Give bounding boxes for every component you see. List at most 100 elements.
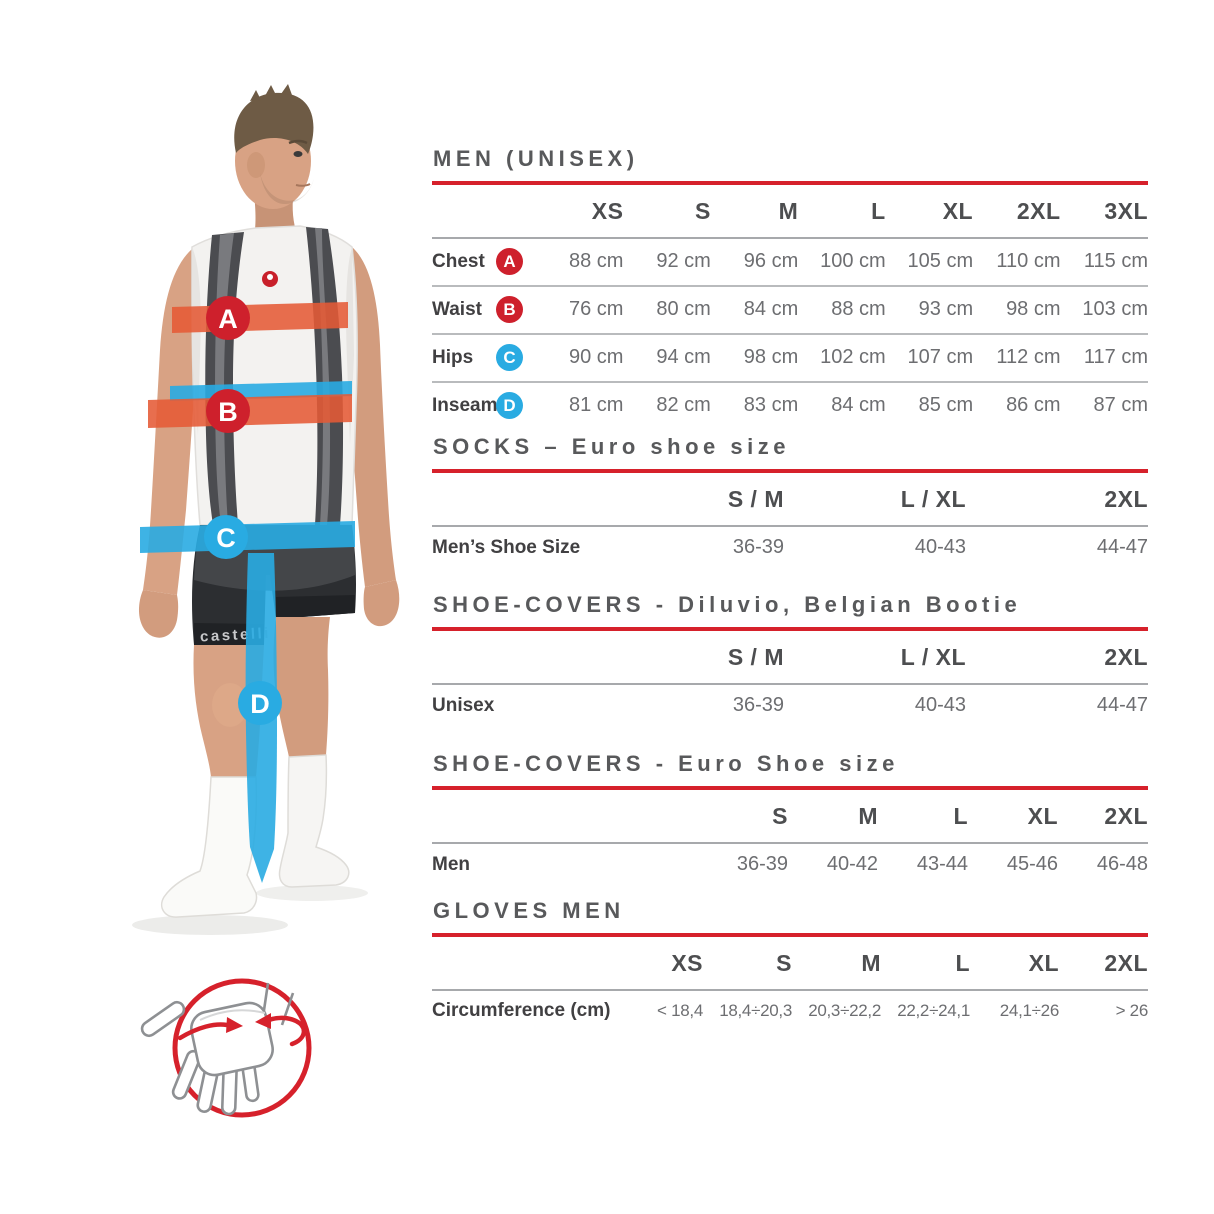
marker-c-badge: C	[496, 344, 523, 371]
size-value-cell: 115 cm	[1083, 250, 1148, 272]
size-value-cell: 107 cm	[907, 346, 974, 368]
size-column-header: 3XL	[1104, 198, 1148, 224]
model-legs	[193, 617, 330, 777]
hand-outline	[140, 1000, 274, 1116]
size-column-header: 2XL	[1104, 950, 1148, 976]
table-row: Men 36-39 40-42 43-44 45-46 46-48	[432, 843, 1148, 886]
model-photo: castelli A B C D	[132, 84, 400, 1118]
size-value-cell: 22,2÷24,1	[897, 1001, 970, 1020]
header-row: S / M L / XL 2XL	[432, 631, 1148, 684]
left-sock	[160, 776, 258, 918]
size-value-cell: 43-44	[916, 853, 968, 875]
table-socks: SOCKS – Euro shoe size S / M L / XL 2XL …	[432, 434, 1148, 569]
marker-d-badge: D	[238, 681, 282, 725]
measurement-row-hips: Hips C 90 cm 94 cm 98 cm 102 cm 107 cm 1…	[432, 334, 1148, 382]
size-value-cell: 88 cm	[831, 298, 886, 320]
table-title: MEN (UNISEX)	[433, 146, 639, 171]
model-head	[234, 84, 314, 237]
size-column-header: 2XL	[1104, 803, 1148, 829]
red-divider	[432, 786, 1148, 790]
table-title: SHOE-COVERS - Euro Shoe size	[433, 751, 899, 776]
size-value-cell: 44-47	[1096, 536, 1148, 558]
size-column-header: M	[858, 803, 878, 829]
size-value-cell: 24,1÷26	[999, 1001, 1060, 1020]
red-divider	[432, 181, 1148, 185]
size-column-header: S	[772, 803, 788, 829]
header-row: S M L XL 2XL	[432, 790, 1148, 843]
size-value-cell: 103 cm	[1082, 298, 1148, 320]
size-column-header: S	[776, 950, 792, 976]
size-value-cell: 93 cm	[918, 298, 974, 320]
size-column-header: XS	[591, 198, 624, 224]
size-column-header: L	[871, 198, 886, 224]
socks-size-table: S / M L / XL 2XL Men’s Shoe Size 36-39 4…	[432, 473, 1148, 569]
size-column-header: L	[953, 803, 968, 829]
size-column-header: M	[778, 198, 799, 224]
size-column-header: L / XL	[900, 644, 966, 670]
size-value-cell: 98 cm	[743, 346, 799, 368]
size-value-cell: 40-42	[826, 853, 878, 875]
size-column-header: XL	[1028, 950, 1059, 976]
size-value-cell: 92 cm	[656, 250, 711, 272]
svg-text:A: A	[218, 304, 238, 334]
table-title: SHOE-COVERS - Diluvio, Belgian Bootie	[433, 592, 1022, 617]
row-label: Inseam	[432, 394, 498, 416]
marker-b-badge: B	[496, 296, 523, 323]
size-value-cell: 40-43	[914, 694, 966, 716]
marker-a-badge: A	[206, 296, 250, 340]
size-value-cell: 112 cm	[996, 346, 1061, 368]
table-title: SOCKS – Euro shoe size	[433, 434, 790, 459]
svg-text:B: B	[218, 397, 238, 427]
size-value-cell: 18,4÷20,3	[719, 1001, 792, 1020]
size-column-header: XS	[671, 950, 703, 976]
shoe-covers-diluvio-table: S / M L / XL 2XL Unisex 36-39 40-43 44-4…	[432, 631, 1148, 727]
measurement-row-waist: Waist B 76 cm 80 cm 84 cm 88 cm 93 cm 98…	[432, 286, 1148, 334]
table-men-unisex: MEN (UNISEX) XS S M L XL 2XL 3XL Chest	[432, 146, 1148, 429]
red-divider	[432, 469, 1148, 473]
size-value-cell: > 26	[1115, 1001, 1149, 1020]
size-value-cell: 46-48	[1096, 853, 1148, 875]
size-column-header: S	[695, 198, 711, 224]
socks	[160, 754, 350, 918]
svg-text:D: D	[250, 689, 270, 719]
table-title: GLOVES MEN	[433, 898, 625, 923]
model-figure: castelli A B C D	[60, 55, 460, 1155]
size-value-cell: 83 cm	[743, 394, 799, 416]
svg-text:C: C	[216, 523, 236, 553]
size-column-header: 2XL	[1104, 644, 1148, 670]
size-value-cell: 45-46	[1006, 853, 1058, 875]
table-row: Unisex 36-39 40-43 44-47	[432, 684, 1148, 727]
size-value-cell: 94 cm	[656, 346, 711, 368]
chest-band	[172, 302, 348, 333]
table-row: Men’s Shoe Size 36-39 40-43 44-47	[432, 526, 1148, 569]
marker-c-badge: C	[204, 515, 248, 559]
size-value-cell: < 18,4	[657, 1001, 703, 1020]
table-gloves-men: GLOVES MEN XS S M L XL 2XL Circumference…	[432, 898, 1148, 1032]
red-divider	[432, 933, 1148, 937]
size-value-cell: 80 cm	[656, 298, 711, 320]
row-label: Waist	[432, 298, 482, 320]
size-column-header: S / M	[727, 486, 784, 512]
table-row: Circumference (cm) < 18,4 18,4÷20,3 20,3…	[432, 990, 1148, 1032]
header-row: XS S M L XL 2XL 3XL	[432, 185, 1148, 238]
right-sock	[278, 754, 350, 888]
castelli-logo	[262, 271, 278, 287]
size-value-cell: 102 cm	[820, 346, 886, 368]
hand-measurement-icon	[140, 978, 312, 1118]
men-size-table: XS S M L XL 2XL 3XL Chest A 88 cm 92 cm …	[432, 185, 1148, 429]
measurement-row-inseam: Inseam D 81 cm 82 cm 83 cm 84 cm 85 cm 8…	[432, 382, 1148, 429]
size-tables: MEN (UNISEX) XS S M L XL 2XL 3XL Chest	[432, 0, 1148, 1214]
size-value-cell: 44-47	[1096, 694, 1148, 716]
size-value-cell: 96 cm	[743, 250, 799, 272]
size-column-header: 2XL	[1104, 486, 1148, 512]
table-shoe-covers-diluvio: SHOE-COVERS - Diluvio, Belgian Bootie S …	[432, 592, 1148, 727]
measurement-row-chest: Chest A 88 cm 92 cm 96 cm 100 cm 105 cm …	[432, 238, 1148, 286]
size-column-header: XL	[1027, 803, 1058, 829]
floor-shadow	[132, 915, 288, 935]
size-value-cell: 110 cm	[996, 250, 1061, 272]
size-value-cell: 20,3÷22,2	[808, 1001, 881, 1020]
table-shoe-covers-euro: SHOE-COVERS - Euro Shoe size S M L XL 2X…	[432, 751, 1148, 886]
row-label: Circumference (cm)	[432, 1000, 611, 1021]
size-value-cell: 85 cm	[918, 394, 974, 416]
size-value-cell: 105 cm	[907, 250, 974, 272]
